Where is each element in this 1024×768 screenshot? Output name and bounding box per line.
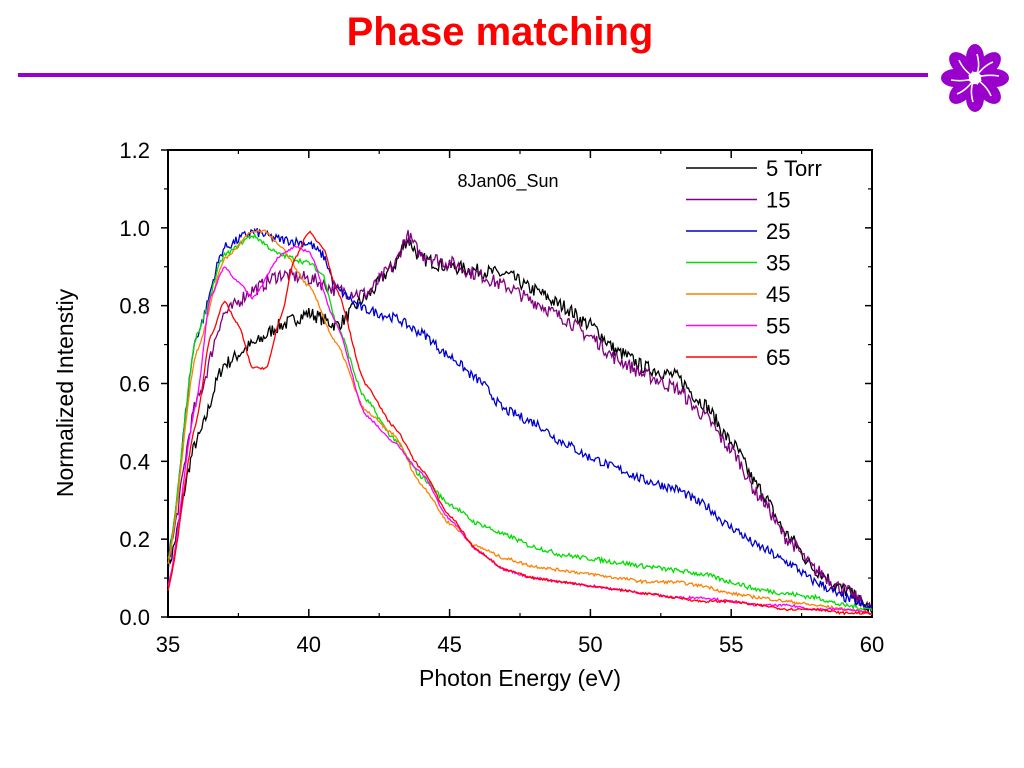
series-line (167, 230, 873, 616)
legend-label: 25 (766, 219, 790, 244)
chart-annotation: 8Jan06_Sun (457, 171, 558, 192)
x-tick-label: 35 (156, 632, 180, 657)
x-tick-label: 60 (860, 632, 884, 657)
legend-label: 65 (766, 345, 790, 370)
axis-ticks (161, 149, 873, 618)
y-tick-label: 0.2 (119, 527, 150, 552)
legend-label: 55 (766, 314, 790, 339)
y-tick-label: 1.2 (119, 138, 150, 163)
series-line (167, 230, 873, 614)
purple-flower-icon (941, 44, 1009, 112)
y-tick-label: 1.0 (119, 216, 150, 241)
series-line (167, 237, 873, 612)
title-divider (18, 73, 928, 77)
x-tick-label: 45 (437, 632, 461, 657)
y-axis-label: Normalized Intenstiy (52, 288, 78, 497)
y-tick-labels: 0.0 0.2 0.4 0.6 0.8 1.0 1.2 (119, 138, 150, 630)
y-tick-label: 0.8 (119, 294, 150, 319)
x-axis-label: Photon Energy (eV) (419, 665, 621, 691)
legend-label: 15 (766, 188, 790, 213)
legend-label: 35 (766, 251, 790, 276)
series-line (167, 245, 873, 615)
legend: 5 Torr 15 25 35 45 55 65 (686, 156, 822, 370)
legend-label: 5 Torr (766, 156, 822, 181)
series-line (167, 229, 873, 616)
x-tick-labels: 35 40 45 50 55 60 (156, 632, 884, 657)
x-tick-label: 50 (578, 632, 602, 657)
y-tick-label: 0.0 (119, 605, 150, 630)
x-tick-label: 55 (719, 632, 743, 657)
series-line (167, 232, 873, 612)
y-tick-label: 0.6 (119, 372, 150, 397)
slide-title: Phase matching (346, 10, 654, 54)
legend-label: 45 (766, 282, 790, 307)
series-lines (167, 227, 873, 616)
y-tick-label: 0.4 (119, 449, 150, 474)
x-tick-label: 40 (297, 632, 321, 657)
series-line (167, 227, 873, 612)
